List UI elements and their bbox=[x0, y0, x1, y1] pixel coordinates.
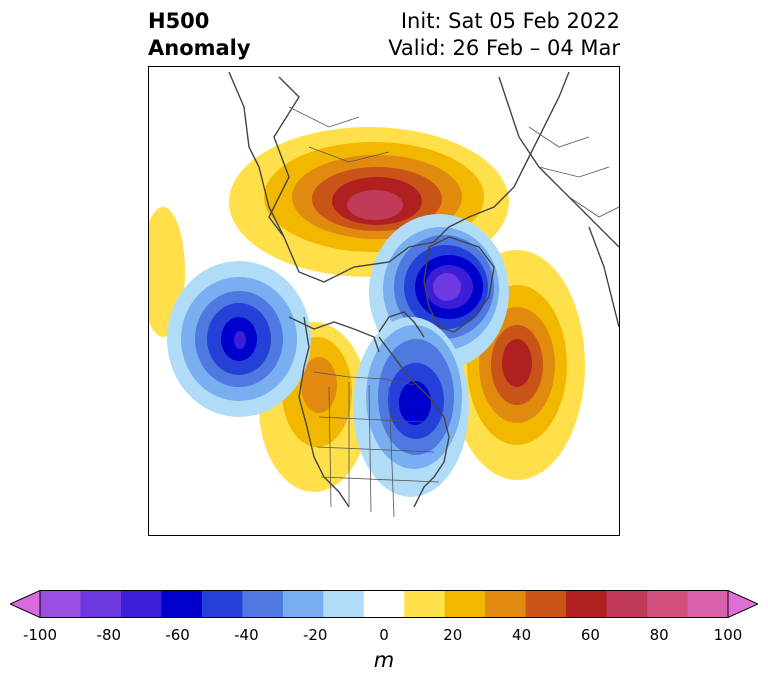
colorbar-segment bbox=[444, 590, 486, 618]
colorbar-segment bbox=[282, 590, 324, 618]
coast-atlantic-europe bbox=[498, 76, 619, 248]
coast-north-america-east bbox=[378, 336, 450, 508]
colorbar-unit: m bbox=[373, 648, 395, 672]
colorbar-segment bbox=[161, 590, 203, 618]
colorbar-extend-min bbox=[8, 589, 41, 619]
political-borders bbox=[288, 106, 619, 518]
anomaly-fields bbox=[149, 127, 585, 497]
colorbar-tick-label: -20 bbox=[302, 626, 328, 644]
border-us-canada bbox=[313, 371, 415, 386]
colorbar-segment bbox=[687, 590, 729, 618]
colorbar-tick-label: 100 bbox=[713, 626, 743, 644]
colorbar-segment bbox=[606, 590, 648, 618]
coast-arctic-islands bbox=[378, 311, 425, 338]
coast-eurasia bbox=[268, 71, 570, 283]
colorbar-tick-label: -100 bbox=[22, 626, 58, 644]
colorbar-tick-label: 40 bbox=[512, 626, 532, 644]
colorbar-extend-max bbox=[727, 589, 760, 619]
colorbar-tick-label: -80 bbox=[96, 626, 122, 644]
anomaly-map bbox=[148, 66, 620, 536]
colorbar bbox=[8, 589, 760, 619]
colorbar-segment bbox=[80, 590, 122, 618]
valid-range: Valid: 26 Feb – 04 Mar bbox=[388, 36, 620, 60]
init-date: Init: Sat 05 Feb 2022 bbox=[400, 9, 620, 33]
colorbar-segment bbox=[647, 590, 689, 618]
colorbar-segment bbox=[201, 590, 243, 618]
colorbar-segment bbox=[363, 590, 405, 618]
colorbar-tick-label: -40 bbox=[234, 626, 259, 644]
valid-dates: Init: Sat 05 Feb 2022 Valid: 26 Feb – 04… bbox=[388, 8, 620, 62]
colorbar-segment bbox=[40, 590, 81, 618]
positive-anomaly-atlantic-5 bbox=[502, 339, 532, 387]
colorbar-outline bbox=[39, 590, 729, 618]
positive-anomaly-arctic-6 bbox=[347, 190, 403, 220]
map-canvas bbox=[149, 71, 619, 518]
coast-europe bbox=[228, 71, 285, 238]
border-europe bbox=[528, 126, 619, 218]
colorbar-segment bbox=[242, 590, 284, 618]
chart-title: H500 Anomaly bbox=[148, 8, 251, 62]
coast-greenland bbox=[423, 236, 495, 333]
coast-north-america-west bbox=[298, 316, 350, 508]
border-asia bbox=[288, 106, 390, 163]
coast-alaska bbox=[288, 316, 380, 353]
title-line-2: Anomaly bbox=[148, 36, 251, 60]
border-us-states bbox=[316, 382, 440, 518]
colorbar-segment bbox=[323, 590, 365, 618]
negative-anomaly-pacific-6 bbox=[234, 331, 246, 349]
colorbar-segment bbox=[404, 590, 446, 618]
negative-anomaly-greenland-7 bbox=[433, 273, 461, 301]
negative-anomaly-east-na-5 bbox=[399, 381, 431, 425]
colorbar-segment bbox=[525, 590, 567, 618]
colorbar-tick-label: 20 bbox=[443, 626, 463, 644]
colorbar-segment bbox=[485, 590, 527, 618]
colorbar-segment bbox=[566, 590, 608, 618]
title-line-1: H500 bbox=[148, 9, 210, 33]
coast-africa-edge bbox=[588, 226, 619, 328]
colorbar-tick-label: 60 bbox=[580, 626, 600, 644]
colorbar-segment bbox=[120, 590, 162, 618]
colorbar-graphic bbox=[8, 589, 760, 619]
colorbar-tick-label: 0 bbox=[379, 626, 389, 644]
positive-anomaly-west-na-3 bbox=[301, 357, 337, 413]
colorbar-tick-label: -60 bbox=[165, 626, 190, 644]
colorbar-tick-label: 80 bbox=[649, 626, 669, 644]
colorbar-ticks: -100 -80 -60 -40 -20 0 20 40 60 80 100 bbox=[0, 626, 768, 646]
